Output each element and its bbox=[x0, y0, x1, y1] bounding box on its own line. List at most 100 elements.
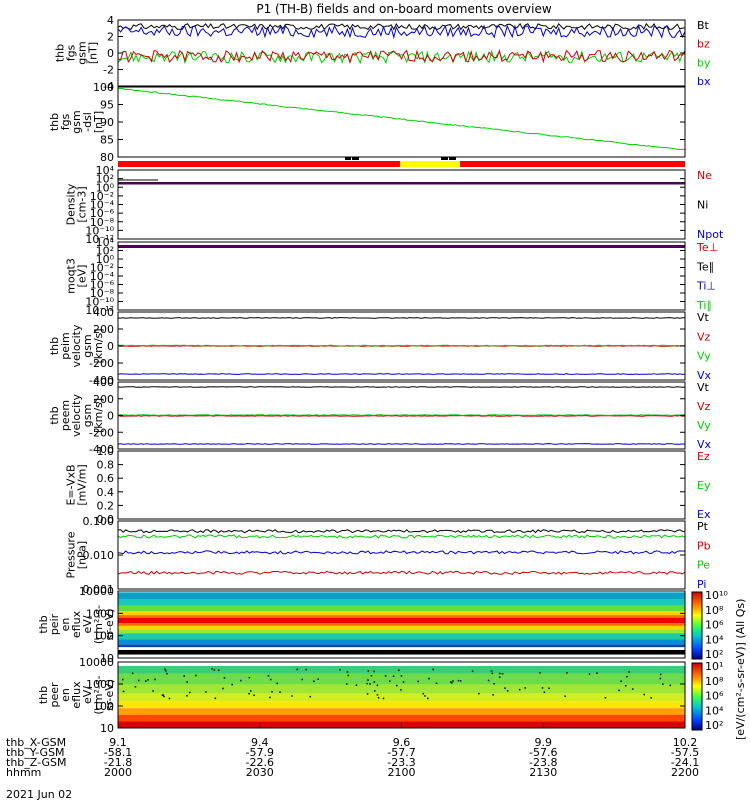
panel-peer: 10000 1000 100 10 thbpeerenefluxeV/(cm²-s-sr… bbox=[37, 656, 686, 735]
y-axis-label-line: [km/s] bbox=[92, 398, 105, 433]
legend-bz: bz bbox=[697, 38, 710, 51]
y-axis-label-line: [nT] bbox=[87, 42, 100, 64]
spectrogram-dot bbox=[504, 687, 506, 689]
series-peim-Vx bbox=[117, 373, 686, 375]
spectrogram-peer bbox=[118, 662, 685, 728]
y-axis-label: Density[cm-3] bbox=[65, 183, 89, 225]
x-row-label: thb_X-GSM bbox=[6, 736, 66, 749]
y-axis-label-line: thb bbox=[48, 406, 61, 424]
spectrogram-dot bbox=[432, 668, 434, 671]
spectrogram-band bbox=[118, 693, 685, 702]
spectrogram-dot bbox=[231, 683, 233, 686]
colorbar-tick: 10⁶ bbox=[705, 619, 724, 632]
y-tick-label: 80 bbox=[100, 151, 114, 164]
spectrogram-dot bbox=[566, 672, 568, 674]
spectrogram-dot bbox=[490, 670, 493, 672]
y-tick-label: 10⁻¹² bbox=[85, 304, 114, 317]
y-tick-label: -4 bbox=[103, 80, 114, 93]
panel-frame bbox=[117, 590, 686, 659]
spectrogram-band bbox=[118, 644, 685, 648]
x-tick-label: 9.4 bbox=[251, 736, 269, 749]
colorbar-tick: 10⁶ bbox=[705, 690, 724, 703]
legend-Ti∥: Ti∥ bbox=[696, 299, 712, 312]
spectrogram-dot bbox=[506, 690, 509, 692]
series-peem-Vy bbox=[117, 414, 686, 416]
panel-frame bbox=[117, 19, 686, 87]
spectrogram-dot bbox=[269, 678, 272, 681]
legend-Vy: Vy bbox=[697, 350, 711, 363]
spectrogram-dot bbox=[402, 681, 405, 683]
spectrogram-dot bbox=[373, 681, 376, 683]
y-axis-label-line: thb bbox=[48, 337, 61, 355]
y-tick-label: 10 bbox=[100, 652, 114, 665]
spectrogram-dot bbox=[628, 671, 630, 673]
spectrogram-dot bbox=[269, 696, 271, 699]
colorbar-tick: 10² bbox=[705, 719, 723, 732]
spectrogram-dot bbox=[659, 677, 662, 680]
spectrogram-dot bbox=[376, 684, 379, 687]
y-tick-label: 10² bbox=[96, 245, 114, 258]
spectrogram-dot bbox=[276, 682, 279, 685]
colorbar-label: [eV/(cm²-s-sr-eV)] (All Qs) bbox=[734, 599, 747, 740]
spectrogram-dot bbox=[435, 682, 438, 685]
spectrogram-band bbox=[118, 649, 685, 655]
spectrogram-dot bbox=[161, 694, 164, 696]
y-tick-label: 1000 bbox=[86, 607, 114, 620]
y-tick-label: 10⁻² bbox=[90, 262, 114, 275]
x-tick-label: -23.3 bbox=[387, 756, 415, 769]
spectrogram-dot bbox=[451, 682, 453, 684]
spectrogram-dot bbox=[154, 678, 156, 681]
series-pressure-Pi bbox=[117, 550, 686, 555]
figure-title: P1 (TH-B) fields and on-board moments ov… bbox=[256, 2, 552, 16]
spectrogram-dot bbox=[250, 690, 252, 692]
spectrogram-band bbox=[118, 714, 685, 722]
y-axis-label-line: [mV/m] bbox=[76, 464, 89, 505]
spectrogram-dot bbox=[166, 672, 168, 675]
y-axis-label-line: thb bbox=[54, 44, 67, 62]
spectrogram-dot bbox=[499, 672, 501, 675]
spectrogram-dot bbox=[291, 695, 293, 697]
spectrogram-dot bbox=[669, 684, 672, 687]
y-tick-label: 0.2 bbox=[97, 499, 115, 512]
legend-Pe: Pe bbox=[697, 559, 710, 572]
x-axis-annotation: thb_X-GSMthb_Y-GSMthb_Z-GSMhhmm9.1-58.1-… bbox=[6, 723, 699, 779]
y-axis-label-line: thb bbox=[48, 113, 61, 131]
x-tick-label: -57.9 bbox=[246, 746, 274, 759]
spectrogram-band bbox=[118, 617, 685, 624]
y-axis-label: thbpeirenefluxeV/(cm²-s-sr-eV) bbox=[37, 605, 116, 644]
panel-frame bbox=[117, 241, 686, 311]
spectrogram-band bbox=[118, 605, 685, 612]
spectrogram-dot bbox=[195, 674, 197, 677]
y-axis-label: thbfgsgsm[nT] bbox=[54, 41, 100, 64]
y-axis-label-line: peer bbox=[48, 682, 61, 708]
y-axis-label: thbpeemvelocitygsm[km/s] bbox=[48, 394, 105, 437]
y-tick-label: 10⁻¹⁰ bbox=[85, 224, 114, 237]
y-axis-label-line: sr-eV) bbox=[103, 679, 116, 711]
x-tick-label: 9.6 bbox=[393, 736, 411, 749]
y-tick-label: 4 bbox=[107, 14, 114, 27]
spectrogram-dot bbox=[373, 670, 375, 673]
legend-Vx: Vx bbox=[697, 369, 712, 382]
y-tick-label: -2 bbox=[103, 64, 114, 77]
temperature-trace bbox=[118, 245, 685, 248]
spectrogram-dot bbox=[382, 697, 385, 700]
spectrogram-dot bbox=[400, 689, 402, 691]
spectrogram-dot bbox=[188, 691, 191, 694]
y-tick-label: 400 bbox=[93, 306, 114, 319]
x-row-label: thb_Y-GSM bbox=[6, 746, 65, 759]
panels: 420-2-4thbfgsgsm[nT]Btbzbybx10095908580t… bbox=[37, 14, 724, 735]
y-axis-label-line: en bbox=[59, 688, 72, 702]
x-tick-label: 2200 bbox=[671, 766, 699, 779]
spectrogram-dot bbox=[309, 695, 312, 698]
spectrogram-dot bbox=[239, 679, 242, 682]
series-fgs-bx bbox=[117, 24, 686, 40]
colorbar-tick: 10⁴ bbox=[705, 704, 724, 717]
y-axis-label-line: [nPa] bbox=[76, 541, 89, 569]
legend-Ti⊥: Ti⊥ bbox=[696, 280, 716, 293]
legend-Vz: Vz bbox=[697, 330, 711, 343]
spectrogram-dot bbox=[366, 682, 368, 685]
y-tick-label: 0 bbox=[107, 340, 114, 353]
series-peem-Vz bbox=[117, 415, 686, 417]
spectrogram-peir bbox=[118, 591, 685, 658]
